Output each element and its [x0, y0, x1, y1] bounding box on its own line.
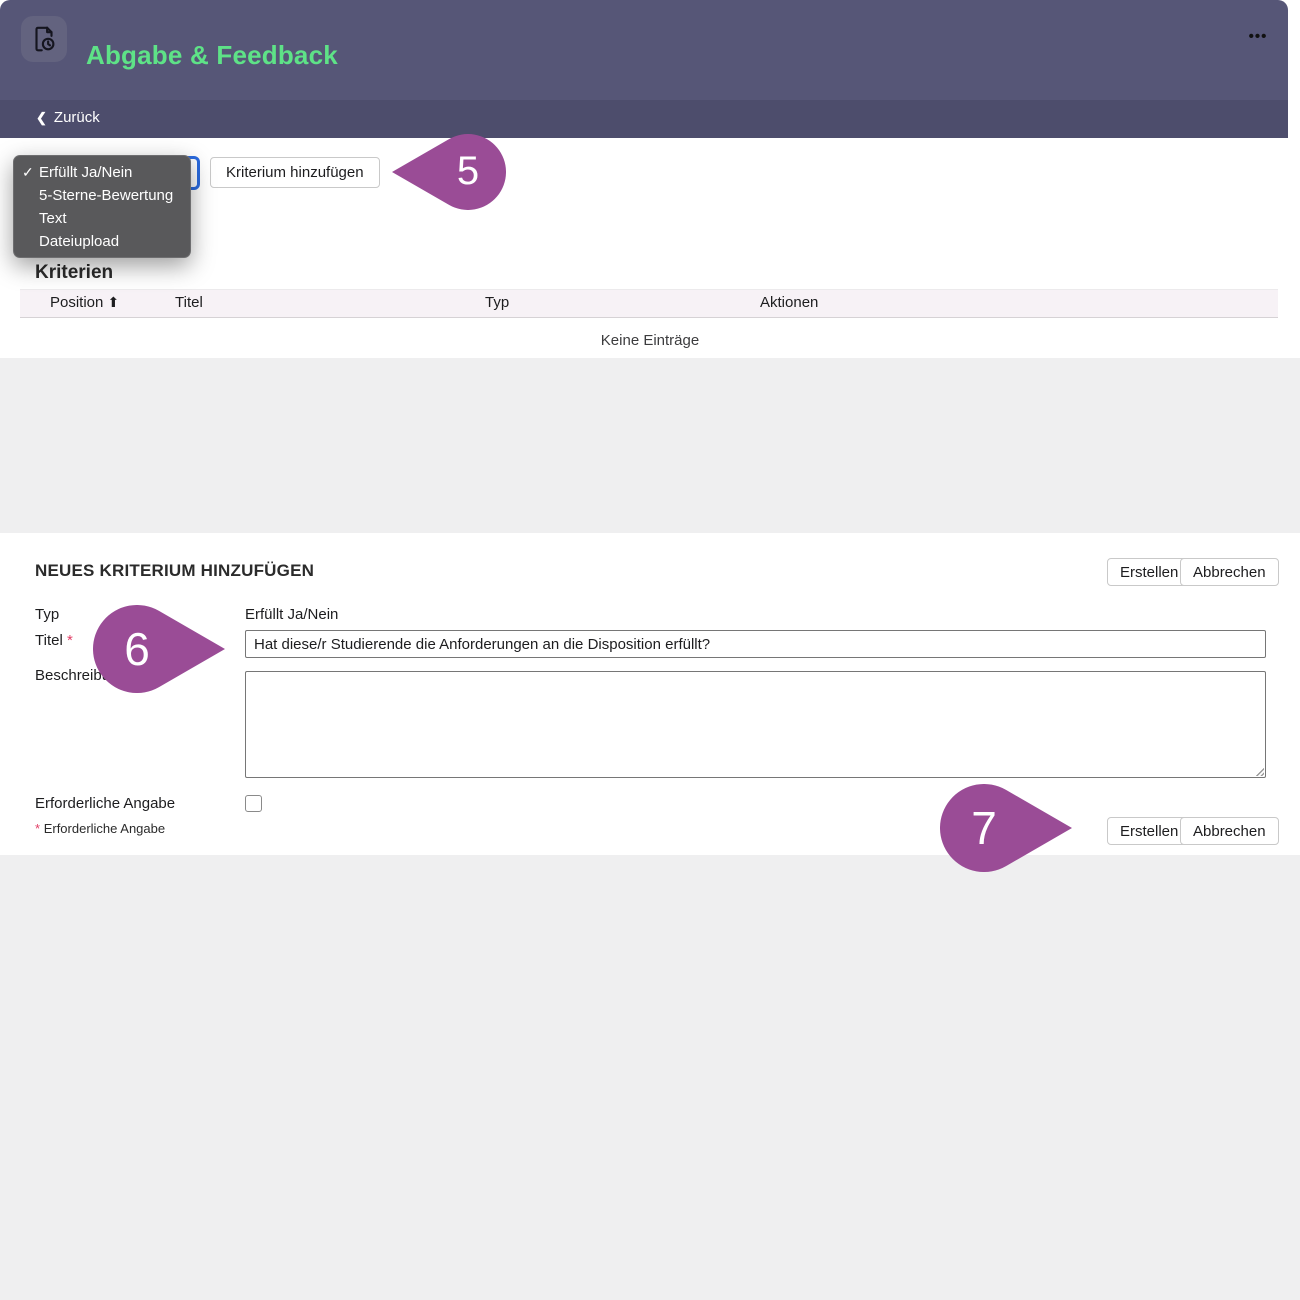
dropdown-option-5-sterne[interactable]: 5-Sterne-Bewertung — [39, 187, 174, 204]
column-header-aktionen: Aktionen — [760, 294, 819, 311]
background-band — [0, 358, 1300, 533]
erforderliche-angabe-checkbox[interactable] — [245, 795, 262, 812]
more-options-icon[interactable]: ••• — [1248, 28, 1268, 45]
app-header: Abgabe & Feedback ••• — [0, 0, 1288, 100]
sort-ascending-icon: ⬆ — [107, 294, 120, 310]
back-chevron-icon: ❮ — [36, 109, 47, 125]
abbrechen-button-bottom[interactable]: Abbrechen — [1180, 817, 1279, 845]
titel-input[interactable] — [245, 630, 1266, 658]
back-link-label: Zurück — [53, 109, 100, 126]
dropdown-option-text[interactable]: Text — [39, 210, 67, 227]
page-title: Abgabe & Feedback — [86, 40, 338, 70]
kriterium-hinzufuegen-button[interactable]: Kriterium hinzufügen — [210, 157, 380, 188]
erforderliche-angabe-label: Erforderliche Angabe — [35, 795, 176, 812]
annotation-number: 6 — [124, 623, 150, 675]
column-header-titel[interactable]: Titel — [175, 294, 203, 311]
back-link[interactable]: ❮ Zurück — [36, 109, 100, 126]
dropdown-option-erfuellt[interactable]: ✓ Erfüllt Ja/Nein — [14, 161, 190, 184]
checkmark-icon: ✓ — [22, 164, 34, 180]
annotation-balloon-5: 5 — [392, 134, 506, 210]
annotation-balloon-7: 7 — [940, 784, 1072, 872]
annotation-number: 5 — [456, 149, 480, 193]
dropdown-option-dateiupload[interactable]: Dateiupload — [39, 233, 120, 250]
beschreibung-textarea[interactable] — [245, 671, 1266, 778]
titel-label: Titel * — [35, 632, 73, 649]
erstellen-button-top[interactable]: Erstellen — [1107, 558, 1192, 586]
column-header-position[interactable]: Position ⬆ — [50, 294, 120, 311]
required-asterisk: * — [66, 632, 73, 649]
back-bar — [0, 100, 1288, 138]
background-footer — [0, 855, 1300, 1300]
erstellen-button-bottom[interactable]: Erstellen — [1107, 817, 1192, 845]
form-heading: NEUES KRITERIUM HINZUFÜGEN — [35, 561, 315, 580]
table-empty-message: Keine Einträge — [600, 332, 700, 349]
annotation-balloon-6: 6 — [93, 605, 225, 693]
column-header-typ[interactable]: Typ — [485, 294, 510, 311]
table-header-row: Position ⬆ Titel Typ Aktionen — [20, 289, 1278, 318]
abbrechen-button-top[interactable]: Abbrechen — [1180, 558, 1279, 586]
typ-value: Erfüllt Ja/Nein — [245, 606, 339, 623]
required-note: * Erforderliche Angabe — [35, 821, 166, 836]
typ-label: Typ — [35, 606, 60, 623]
kriterien-heading: Kriterien — [35, 262, 114, 283]
annotation-number: 7 — [971, 802, 997, 854]
typ-dropdown-menu: ✓ Erfüllt Ja/Nein 5-Sterne-Bewertung Tex… — [13, 155, 191, 258]
required-note-asterisk: * — [35, 821, 41, 836]
document-clock-icon — [21, 16, 67, 62]
